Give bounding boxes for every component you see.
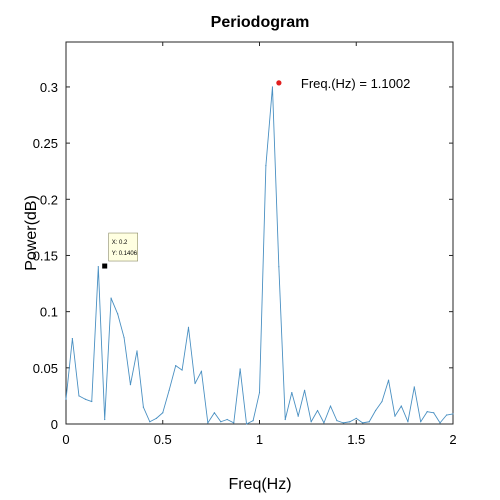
data-point xyxy=(181,369,183,371)
y-tick-label: 0.05 xyxy=(33,361,58,376)
data-point xyxy=(226,418,228,421)
data-point xyxy=(303,389,306,391)
chart-title: Periodogram xyxy=(211,14,310,31)
series-layer xyxy=(65,86,454,425)
data-point xyxy=(362,422,364,424)
data-point xyxy=(278,266,280,268)
data-point xyxy=(123,336,125,339)
data-point xyxy=(155,417,157,419)
data-point xyxy=(110,297,112,299)
data-point xyxy=(245,423,248,425)
data-point xyxy=(297,415,299,417)
peak-annotation: Freq.(Hz) = 1.1002 xyxy=(301,76,410,91)
peak-marker xyxy=(276,80,282,86)
y-tick-label: 0.25 xyxy=(33,136,58,151)
data-point xyxy=(233,422,235,424)
data-point xyxy=(149,421,151,423)
data-point xyxy=(420,421,422,423)
y-tick-label: 0.3 xyxy=(40,80,58,95)
data-point xyxy=(265,164,267,167)
data-point xyxy=(368,421,370,423)
data-point xyxy=(342,422,344,424)
data-point xyxy=(329,405,332,407)
data-point xyxy=(187,326,190,328)
data-point xyxy=(375,409,377,412)
datatip-marker[interactable] xyxy=(102,263,108,269)
data-point xyxy=(84,398,86,400)
data-point xyxy=(162,412,164,414)
y-tick-label: 0 xyxy=(51,417,58,432)
x-axis-label: Freq(Hz) xyxy=(228,476,291,493)
data-point xyxy=(310,421,312,423)
data-point xyxy=(136,350,138,352)
data-point xyxy=(439,422,441,424)
data-point xyxy=(104,418,106,421)
y-tick-label: 0.15 xyxy=(33,248,58,263)
data-point xyxy=(97,266,99,268)
datatip-x-label: X: 0.2 xyxy=(112,240,128,246)
data-point xyxy=(323,422,325,424)
datatip-y-label: Y: 0.1406 xyxy=(112,251,138,257)
axis-ticks: 0 0.5 1 1.5 2 0 0.05 0.1 0.15 0.2 0.25 0.3 xyxy=(33,42,457,447)
data-point xyxy=(407,421,409,423)
x-tick-label: 0 xyxy=(62,432,69,447)
data-point xyxy=(291,391,293,394)
data-point xyxy=(71,338,73,340)
data-point xyxy=(413,386,415,388)
data-point xyxy=(446,414,448,416)
data-point xyxy=(284,418,286,421)
data-point xyxy=(65,398,67,400)
data-point xyxy=(78,395,80,397)
data-point xyxy=(381,400,383,403)
data-point xyxy=(117,313,119,315)
data-point xyxy=(349,421,351,423)
data-point xyxy=(355,417,357,419)
x-tick-label: 0.5 xyxy=(154,432,172,447)
x-tick-label: 1 xyxy=(256,432,263,447)
marker-layer: Freq.(Hz) = 1.1002 X: 0.2 Y: 0.1406 xyxy=(102,76,410,269)
data-point xyxy=(452,413,454,415)
data-point xyxy=(258,391,261,394)
data-point xyxy=(168,389,170,391)
data-point xyxy=(194,382,196,385)
data-point xyxy=(394,415,396,417)
data-point xyxy=(220,421,222,423)
datatip-box xyxy=(108,232,138,262)
data-point xyxy=(271,86,274,88)
data-point xyxy=(426,411,428,413)
y-axis-label: Power(dB) xyxy=(23,195,40,271)
x-tick-label: 1.5 xyxy=(347,432,365,447)
data-point xyxy=(239,368,241,370)
y-tick-label: 0.1 xyxy=(40,305,58,320)
data-point xyxy=(175,364,177,367)
data-point xyxy=(336,420,338,422)
data-point xyxy=(91,400,93,403)
data-point xyxy=(387,379,390,381)
x-tick-label: 2 xyxy=(449,432,456,447)
y-tick-label: 0.2 xyxy=(40,192,58,207)
data-point xyxy=(433,412,435,414)
data-point xyxy=(142,406,144,408)
data-point xyxy=(213,412,216,414)
data-point xyxy=(252,420,254,422)
data-point xyxy=(200,370,203,372)
data-point xyxy=(316,409,319,412)
data-point xyxy=(207,422,209,424)
data-point xyxy=(129,384,132,386)
data-point xyxy=(400,405,402,407)
